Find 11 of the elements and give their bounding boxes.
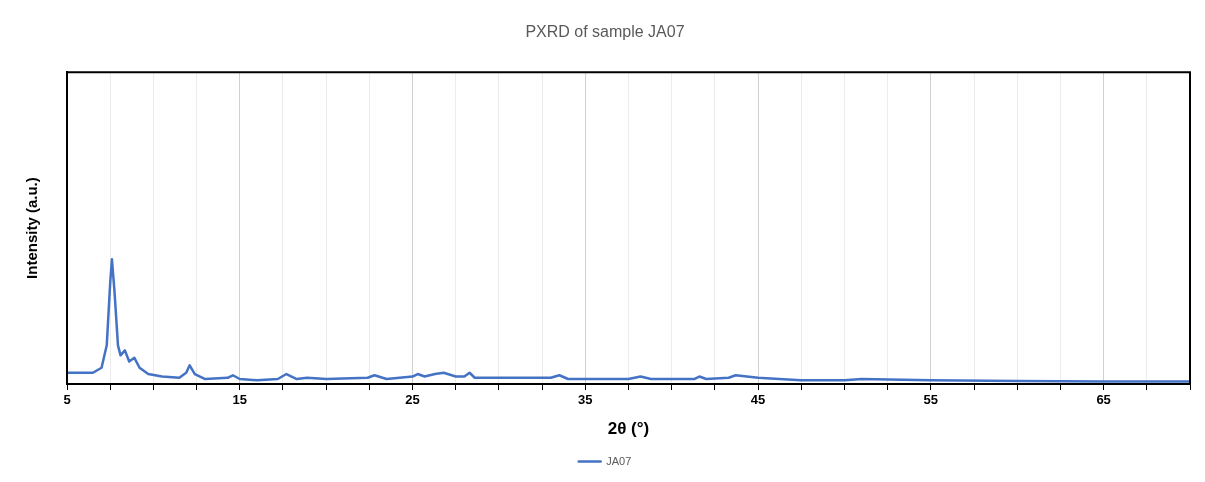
x-tick-label: 25	[405, 392, 420, 408]
chart-title: PXRD of sample JA07	[525, 23, 685, 41]
x-tick-label: 5	[63, 392, 71, 408]
x-tick-label: 55	[923, 392, 939, 408]
y-axis-title: Intensity (a.u.)	[23, 177, 41, 279]
x-axis-title: 2θ (°)	[607, 419, 650, 439]
x-tick-label: 15	[232, 392, 247, 408]
x-tick-label: 65	[1096, 392, 1111, 408]
legend-label: JA07	[606, 454, 632, 467]
x-tick-label: 35	[578, 392, 593, 408]
x-tick-label: 45	[750, 392, 766, 408]
